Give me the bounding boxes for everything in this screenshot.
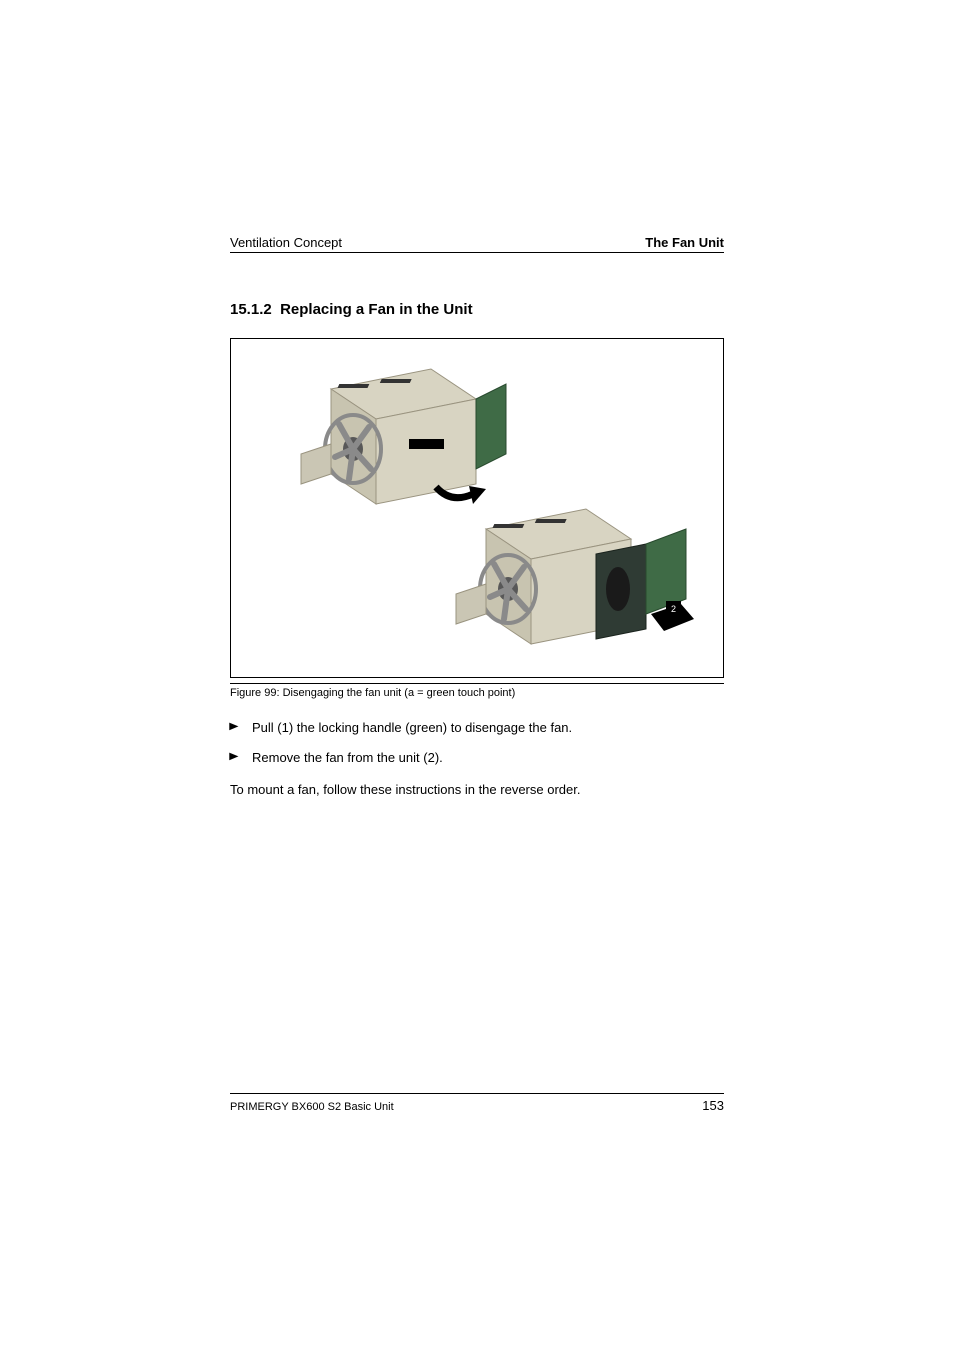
step-text: Remove the fan from the unit (2). — [252, 750, 443, 765]
header-left-text: Ventilation Concept — [230, 235, 342, 250]
followup-paragraph: To mount a fan, follow these instruction… — [230, 781, 724, 799]
header-right-text: The Fan Unit — [645, 235, 724, 250]
step-item: Remove the fan from the unit (2). — [230, 749, 724, 767]
footer-product-name: PRIMERGY BX600 S2 Basic Unit — [230, 1101, 394, 1113]
page-footer: PRIMERGY BX600 S2 Basic Unit 153 — [230, 1093, 724, 1113]
section-number: 15.1.2 — [230, 301, 272, 318]
annotation-2-label: 2 — [671, 604, 676, 614]
fan-unit-bottom-illustration — [446, 499, 706, 678]
section-heading: 15.1.2 Replacing a Fan in the Unit — [230, 301, 724, 318]
figure-caption: Figure 99: Disengaging the fan unit (a =… — [230, 683, 724, 699]
footer-page-number: 153 — [702, 1098, 724, 1113]
step-text: Pull (1) the locking handle (green) to d… — [252, 720, 572, 735]
section-title: Replacing a Fan in the Unit — [280, 301, 473, 318]
running-header: Ventilation Concept The Fan Unit — [230, 235, 724, 253]
steps-list: Pull (1) the locking handle (green) to d… — [230, 719, 724, 767]
figure-image: 2 — [230, 338, 724, 678]
figure-annotation-2: 2 — [666, 601, 681, 616]
step-item: Pull (1) the locking handle (green) to d… — [230, 719, 724, 737]
page-content: Ventilation Concept The Fan Unit 15.1.2 … — [0, 0, 954, 800]
